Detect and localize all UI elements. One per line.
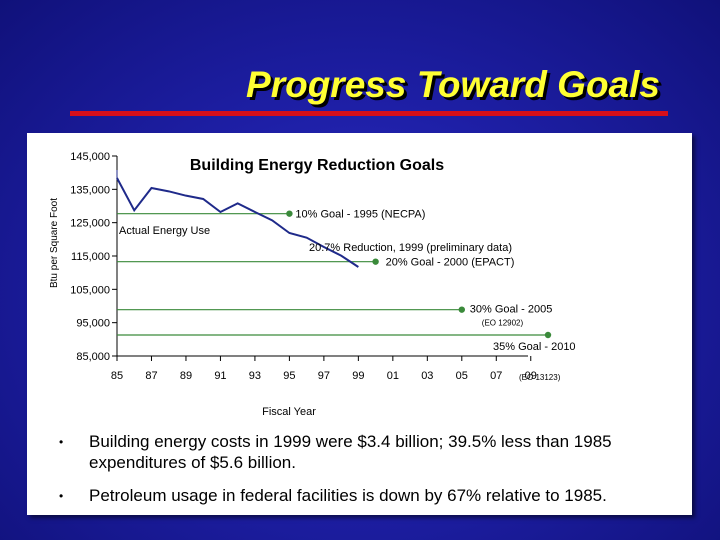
y-tick-label: 135,000	[70, 184, 110, 196]
bullet-item: • Building energy costs in 1999 were $3.…	[45, 431, 675, 473]
bullet-marker: •	[59, 435, 64, 449]
x-tick-label: 91	[214, 370, 226, 382]
y-tick-label: 145,000	[70, 151, 110, 163]
y-tick-label: 115,000	[71, 251, 110, 263]
x-tick-label: 03	[421, 370, 433, 382]
x-tick-label: 93	[249, 370, 261, 382]
x-tick-label: 89	[180, 370, 192, 382]
x-tick-label: 97	[318, 370, 330, 382]
goal-note: (EO 12902)	[482, 319, 524, 328]
content-panel: Building Energy Reduction Goals 85,000 95,…	[27, 133, 692, 515]
goal-label: 20% Goal - 2000 (EPACT)	[386, 257, 515, 269]
x-tick-label: 95	[283, 370, 295, 382]
energy-chart: Building Energy Reduction Goals 85,000 95,…	[49, 151, 576, 418]
goal-marker	[458, 306, 465, 313]
bullet-text: Building energy costs in 1999 were $3.4 …	[89, 432, 612, 472]
goal-note: (EO 13123)	[519, 373, 561, 382]
x-tick-label: 05	[456, 370, 468, 382]
annotation-reduction-1999: 20.7% Reduction, 1999 (preliminary data)	[309, 242, 512, 254]
x-tick-label: 07	[490, 370, 502, 382]
y-tick-label: 105,000	[70, 284, 110, 296]
x-tick-label: 99	[352, 370, 364, 382]
bullet-marker: •	[59, 489, 64, 503]
y-tick-label: 85,000	[76, 351, 110, 363]
bullet-item: • Petroleum usage in federal facilities …	[45, 485, 675, 506]
series-line-actual-energy	[116, 177, 359, 268]
bullet-text: Petroleum usage in federal facilities is…	[89, 486, 607, 505]
goal-label: 35% Goal - 2010	[493, 341, 576, 353]
bullet-list: • Building energy costs in 1999 were $3.…	[45, 431, 675, 518]
y-axis-label: Btu per Square Foot	[49, 198, 60, 288]
chart-title: Building Energy Reduction Goals	[190, 157, 444, 174]
y-tick-label: 95,000	[76, 318, 110, 330]
x-tick-label: 01	[387, 370, 399, 382]
goal-marker	[544, 331, 552, 339]
slide-title: Progress Toward Goals	[246, 64, 660, 105]
annotation-actual-energy: Actual Energy Use	[119, 225, 210, 237]
goal-label: 30% Goal - 2005	[470, 304, 553, 316]
title-underline	[70, 111, 668, 116]
x-axis-label: Fiscal Year	[262, 406, 316, 418]
y-tick-label: 125,000	[70, 218, 110, 230]
x-tick-label: 09	[525, 370, 537, 382]
x-tick-label: 85	[111, 370, 123, 382]
goal-marker	[286, 210, 293, 217]
x-tick-label: 87	[145, 370, 157, 382]
goal-label: 10% Goal - 1995 (NECPA)	[295, 209, 425, 221]
goal-marker	[372, 258, 379, 265]
